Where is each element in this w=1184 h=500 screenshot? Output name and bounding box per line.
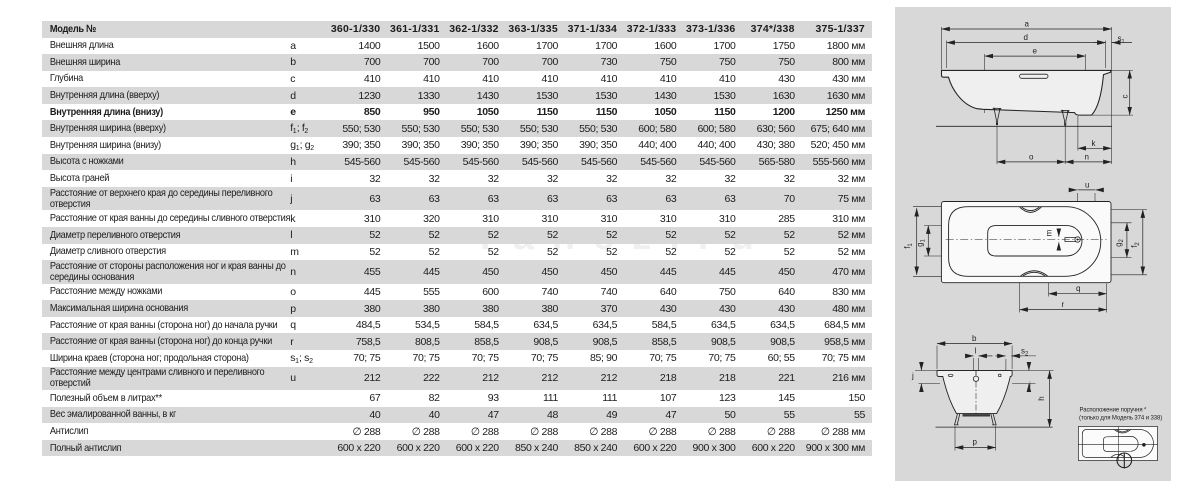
- svg-text:g2: g2: [1114, 238, 1125, 246]
- svg-text:n: n: [1085, 153, 1089, 162]
- svg-text:l: l: [975, 347, 977, 356]
- svg-text:o: o: [1029, 153, 1034, 162]
- svg-text:m: m: [1045, 229, 1054, 236]
- svg-text:i: i: [1029, 381, 1031, 390]
- svg-text:f1: f1: [903, 243, 914, 249]
- svg-text:g1: g1: [916, 238, 927, 246]
- svg-text:d: d: [1024, 33, 1028, 42]
- svg-text:s2: s2: [1021, 347, 1029, 358]
- svg-text:q: q: [1076, 284, 1080, 293]
- svg-text:j: j: [911, 372, 914, 381]
- svg-text:s1: s1: [1118, 34, 1125, 45]
- svg-text:p: p: [973, 438, 978, 447]
- svg-text:e: e: [1033, 47, 1038, 56]
- svg-text:f2: f2: [1130, 242, 1141, 248]
- svg-text:r: r: [1062, 300, 1065, 309]
- svg-text:b: b: [972, 334, 977, 343]
- svg-text:k: k: [1092, 139, 1097, 148]
- svg-text:u: u: [1085, 181, 1089, 190]
- svg-text:a: a: [1025, 20, 1030, 29]
- svg-text:Расположение поручня *: Расположение поручня *: [1080, 408, 1148, 414]
- svg-text:c: c: [1121, 95, 1130, 99]
- svg-text:h: h: [1037, 396, 1046, 400]
- svg-text:(только для Модель 374 и 338): (только для Модель 374 и 338): [1079, 416, 1162, 422]
